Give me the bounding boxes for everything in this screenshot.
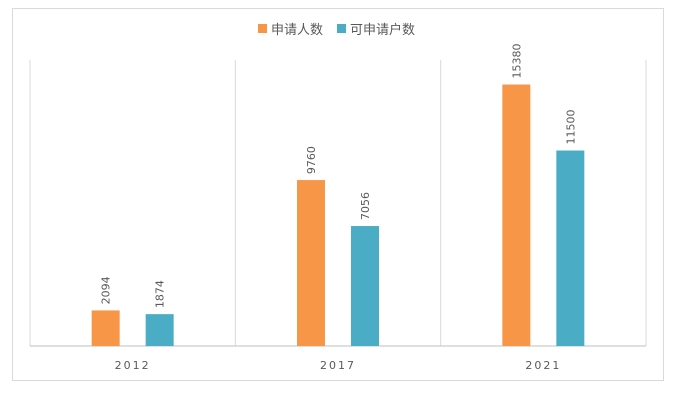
bar-series-0-2012: [91, 310, 120, 346]
legend-label-series-0: 申请人数: [271, 22, 324, 38]
legend-swatch-series-0: [258, 23, 267, 33]
data-label-series-1-2017: 7056: [359, 192, 372, 220]
bar-series-1-2012: [145, 314, 174, 346]
x-tick-label-2021: 2021: [525, 359, 561, 372]
legend-item-series-0: 申请人数: [258, 19, 323, 38]
data-label-series-0-2021: 15380: [510, 44, 523, 79]
data-label-series-0-2012: 2094: [100, 276, 113, 304]
x-tick-label-2012: 2012: [115, 359, 151, 372]
bar-series-1-2017: [351, 226, 379, 346]
bar-series-0-2021: [502, 84, 531, 346]
bar-series-1-2021: [556, 150, 585, 346]
bar-series-0-2017: [297, 180, 325, 346]
data-label-series-1-2021: 11500: [564, 110, 577, 145]
legend-label-series-1: 可申请户数: [350, 22, 416, 38]
legend-item-series-1: 可申请户数: [337, 19, 415, 38]
legend-swatch-series-1: [337, 23, 347, 33]
data-label-series-0-2017: 9760: [305, 146, 318, 174]
x-tick-label-2017: 2017: [320, 359, 356, 372]
data-label-series-1-2012: 1874: [154, 280, 167, 308]
chart-frame: [12, 8, 664, 381]
legend: 申请人数 可申请户数: [258, 19, 429, 38]
